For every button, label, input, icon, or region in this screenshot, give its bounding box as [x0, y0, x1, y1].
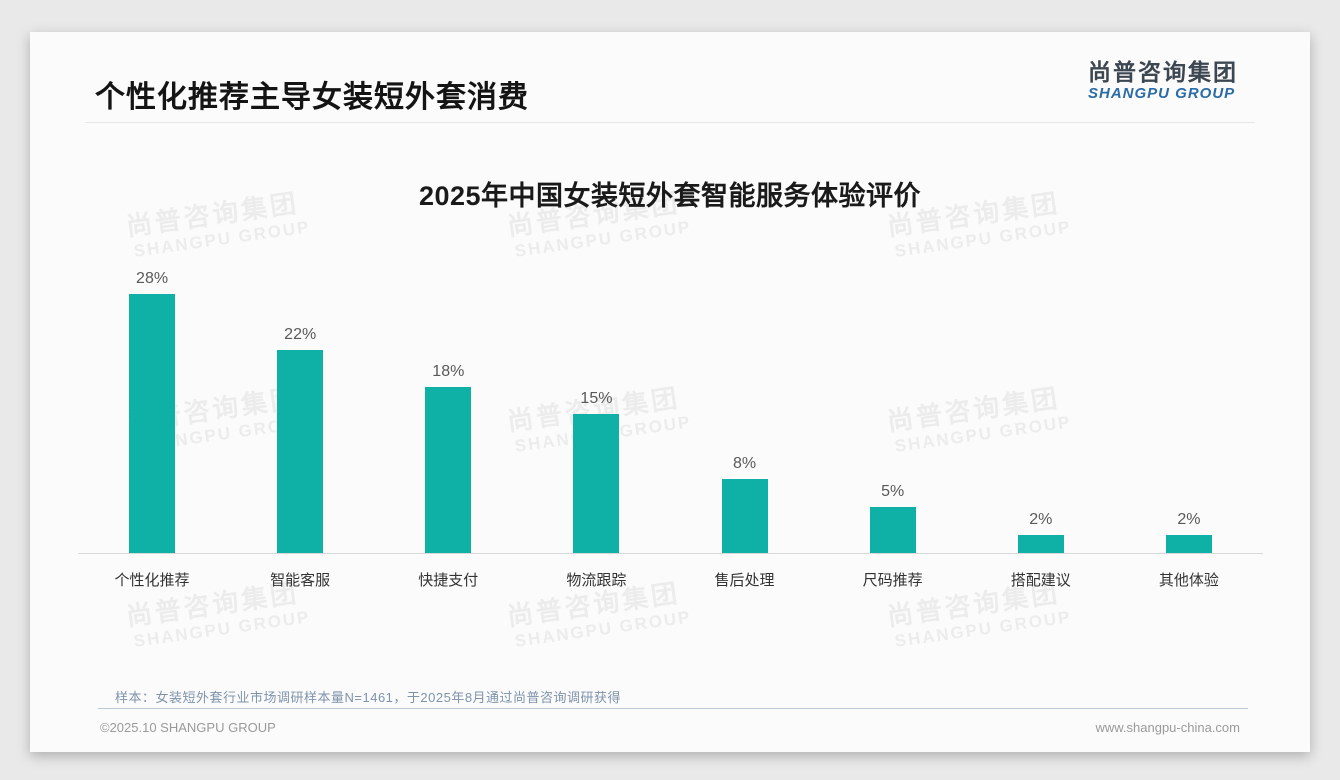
bar: [129, 294, 176, 553]
watermark-en-text: SHANGPU GROUP: [513, 607, 693, 651]
bar-chart: 28% 22% 18% 15% 8% 5% 2% 2% 个性化推荐 智能客服 快捷支付 物流跟踪 售后…: [78, 254, 1263, 590]
bar-value-label: 8%: [733, 455, 757, 472]
bar-value-label: 18%: [432, 362, 465, 380]
logo-en-text: SHANGPU GROUP: [1088, 85, 1236, 103]
watermark-en-text: SHANGPU GROUP: [893, 607, 1073, 651]
bar-value-label: 5%: [881, 482, 905, 500]
bar: [1017, 534, 1064, 553]
bar-group: 8%: [671, 254, 819, 553]
bar-category-label: 个性化推荐: [114, 572, 190, 589]
bar-value-label: 2%: [1177, 510, 1201, 528]
chart-title: 2025年中国女装短外套智能服务体验评价: [418, 181, 922, 211]
bar: [425, 386, 472, 553]
sample-note: 样本：女装短外套行业市场调研样本量N=1461，于2025年8月通过尚普咨询调研…: [115, 690, 622, 705]
bar-category-label: 智能客服: [270, 572, 331, 589]
bar: [277, 349, 324, 553]
bar-category-label: 快捷支付: [418, 572, 479, 589]
bar-value-label: 22%: [284, 325, 317, 343]
bar-group: 18%: [374, 254, 522, 553]
company-logo: 尚普咨询集团 SHANGPU GROUP: [1088, 59, 1238, 103]
header-divider: [85, 122, 1255, 123]
bar-group: 5%: [819, 254, 967, 553]
bar-category-label: 物流跟踪: [566, 572, 627, 589]
bar-category-label: 其他体验: [1158, 572, 1219, 589]
bar-group: 22%: [226, 254, 374, 553]
bar-group: 2%: [1115, 254, 1263, 553]
bar: [721, 479, 768, 553]
bar-category-label: 售后处理: [714, 572, 775, 589]
website-url: www.shangpu-china.com: [1095, 720, 1240, 735]
bar: [869, 506, 916, 553]
bar-value-label: 28%: [136, 270, 169, 287]
bar: [573, 414, 620, 553]
page-title: 个性化推荐主导女装短外套消费: [95, 81, 529, 114]
chart-plot-area: 28% 22% 18% 15% 8% 5% 2% 2%: [78, 254, 1263, 554]
copyright-text: ©2025.10 SHANGPU GROUP: [100, 720, 276, 735]
bar-group: 28%: [78, 254, 226, 553]
bar-group: 2%: [967, 254, 1115, 553]
bar-category-label: 尺码推荐: [862, 572, 923, 589]
slide-card: 尚普咨询集团 SHANGPU GROUP 尚普咨询集团 SHANGPU GROUP 尚普…: [30, 32, 1310, 752]
bar-category-label: 搭配建议: [1010, 572, 1071, 589]
footer-divider: [98, 708, 1248, 709]
logo-cn-text: 尚普咨询集团: [1088, 59, 1238, 85]
bar-value-label: 15%: [580, 390, 613, 408]
watermark-en-text: SHANGPU GROUP: [132, 607, 312, 651]
bar-group: 15%: [522, 254, 670, 553]
chart-category-labels: 个性化推荐 智能客服 快捷支付 物流跟踪 售后处理 尺码推荐 搭配建议 其他体验: [78, 554, 1263, 590]
bar: [1165, 534, 1212, 553]
bar-value-label: 2%: [1029, 510, 1053, 528]
